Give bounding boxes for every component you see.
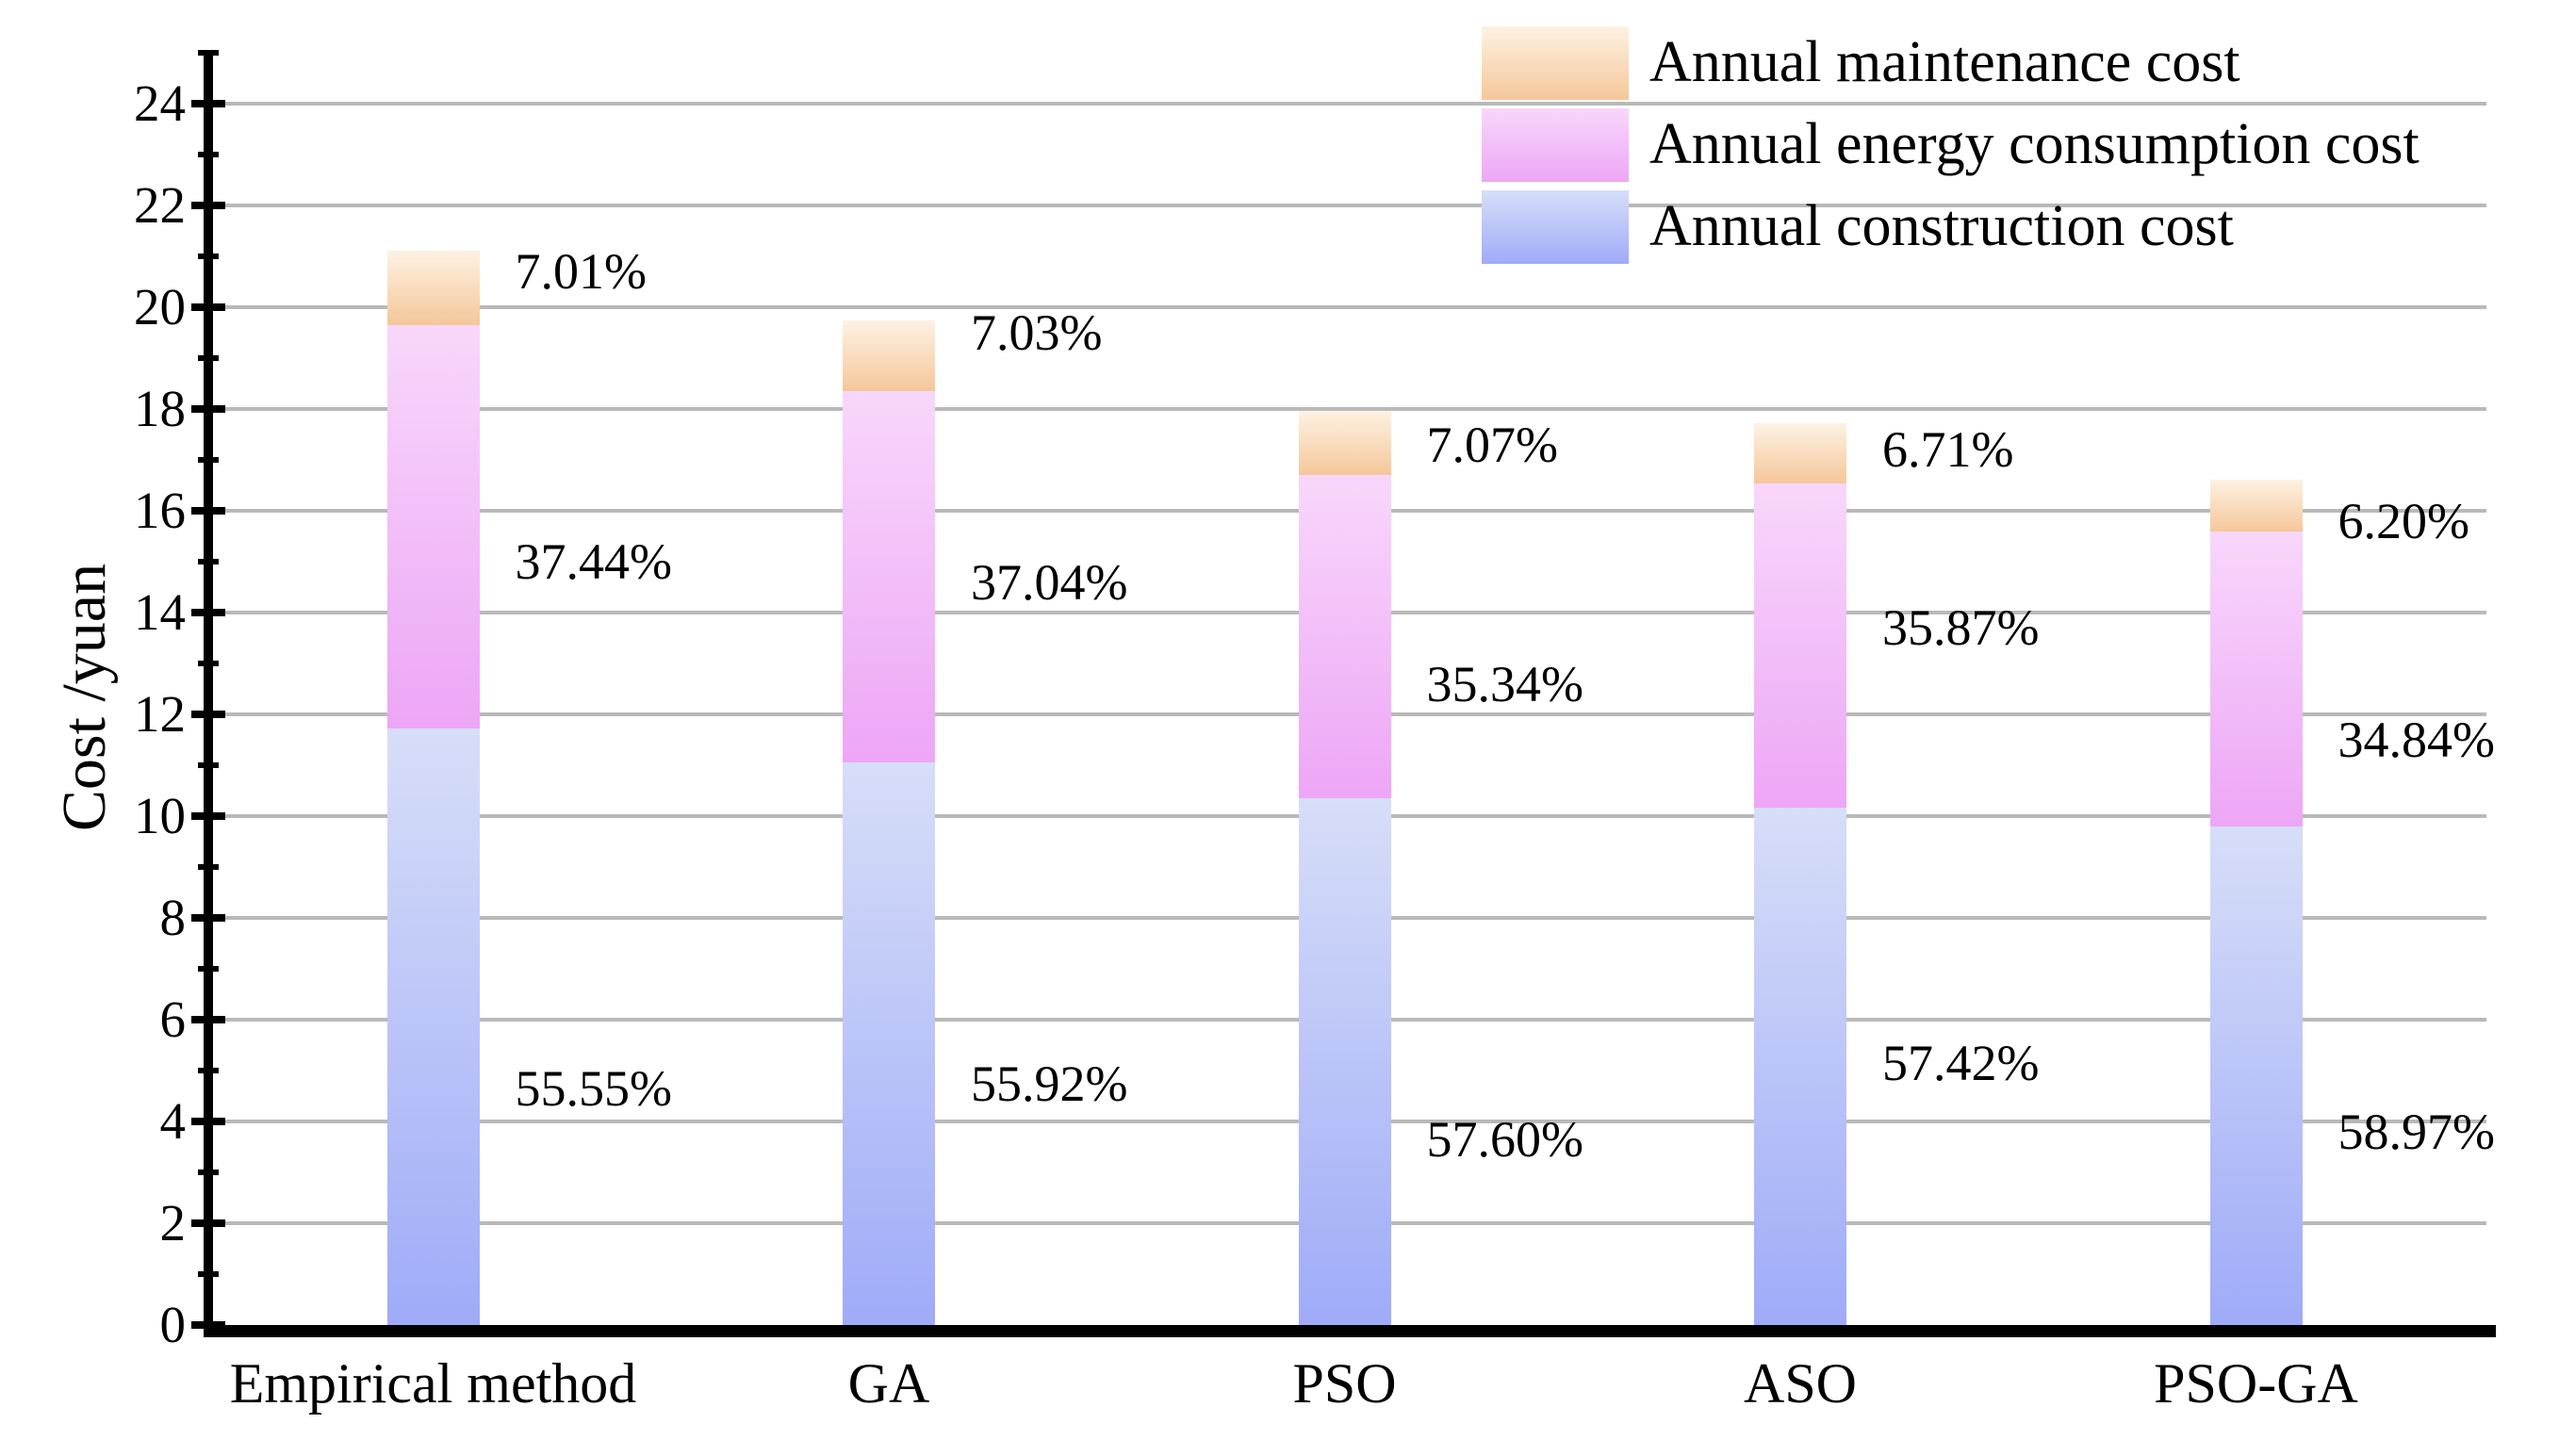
- y-major-tick-2: [191, 1219, 225, 1227]
- percent-label: 58.97%: [2338, 1103, 2495, 1160]
- percent-label: 6.71%: [1882, 421, 2014, 479]
- percent-label: 35.34%: [1426, 655, 1583, 712]
- y-tick-label: 24: [134, 74, 186, 132]
- legend-swatch-annual-maintenance-cost: [1482, 26, 1629, 100]
- x-category-label: GA: [847, 1352, 930, 1415]
- y-major-tick-20: [191, 303, 225, 311]
- y-minor-tick-23: [198, 152, 219, 157]
- x-category-label: Empirical method: [229, 1352, 637, 1415]
- y-tick-label: 18: [134, 380, 186, 437]
- y-tick-label: 10: [134, 787, 186, 844]
- legend-swatch-annual-energy-consumption-cost: [1482, 108, 1629, 182]
- y-minor-tick-21: [198, 254, 219, 259]
- bar-segment-empirical-method-s2: [386, 250, 480, 326]
- y-axis-title: Cost /yuan: [50, 563, 119, 832]
- percent-label: 57.42%: [1882, 1034, 2040, 1091]
- y-major-tick-12: [191, 711, 225, 718]
- gridline-y-24: [213, 102, 2486, 106]
- percent-label: 34.84%: [2338, 712, 2495, 768]
- y-tick-label: 12: [134, 685, 186, 743]
- y-tick-label: 20: [134, 278, 186, 335]
- y-major-tick-4: [191, 1118, 225, 1125]
- percent-label: 7.03%: [971, 304, 1103, 361]
- y-major-tick-8: [191, 914, 225, 922]
- bar-segment-pso-ga-s2: [2209, 479, 2303, 532]
- x-category-label: ASO: [1743, 1352, 1858, 1415]
- percent-label: 55.92%: [971, 1055, 1128, 1113]
- legend-label: Annual maintenance cost: [1649, 30, 2240, 94]
- percent-label: 35.87%: [1882, 599, 2040, 657]
- y-minor-tick-17: [198, 457, 219, 463]
- y-minor-tick-19: [198, 355, 219, 361]
- percent-label: 7.01%: [515, 243, 647, 301]
- bar-segment-ga-s0: [843, 762, 935, 1325]
- y-minor-tick-3: [198, 1170, 219, 1175]
- y-major-tick-24: [191, 100, 225, 107]
- y-minor-tick-15: [198, 559, 219, 564]
- gridline-y-18: [213, 407, 2486, 411]
- bar-segment-aso-s1: [1754, 483, 1846, 808]
- y-minor-tick-13: [198, 661, 219, 666]
- x-category-label: PSO: [1292, 1352, 1397, 1415]
- y-tick-label: 22: [134, 176, 186, 234]
- y-major-tick-0: [191, 1321, 225, 1329]
- legend-label: Annual energy consumption cost: [1649, 112, 2420, 176]
- bar-segment-empirical-method-s0: [386, 728, 480, 1325]
- y-major-tick-16: [191, 507, 225, 515]
- y-tick-label: 4: [159, 1092, 187, 1150]
- bar-segment-pso-s1: [1298, 475, 1391, 799]
- percent-label: 57.60%: [1426, 1110, 1583, 1168]
- bar-segment-empirical-method-s1: [386, 325, 480, 729]
- bar-segment-pso-ga-s1: [2209, 532, 2303, 826]
- y-major-tick-6: [191, 1016, 225, 1023]
- y-tick-label: 2: [159, 1194, 187, 1252]
- bar-segment-pso-s2: [1298, 410, 1391, 476]
- y-minor-tick-25: [198, 50, 219, 56]
- y-major-tick-14: [191, 609, 225, 616]
- y-tick-label: 8: [159, 889, 187, 946]
- y-tick-label: 0: [159, 1296, 187, 1353]
- y-minor-tick-11: [198, 762, 219, 768]
- legend-swatch-annual-construction-cost: [1482, 190, 1629, 264]
- y-minor-tick-5: [198, 1068, 219, 1073]
- x-category-label: PSO-GA: [2154, 1352, 2358, 1415]
- bar-segment-pso-s0: [1298, 798, 1391, 1325]
- y-minor-tick-9: [198, 864, 219, 870]
- percent-label: 37.04%: [971, 553, 1128, 611]
- percent-label: 6.20%: [2338, 492, 2469, 549]
- bar-segment-pso-ga-s0: [2209, 826, 2303, 1325]
- y-major-tick-22: [191, 202, 225, 209]
- legend-label: Annual construction cost: [1649, 194, 2234, 258]
- percent-label: 37.44%: [515, 533, 672, 590]
- bar-segment-aso-s2: [1754, 423, 1846, 484]
- bar-segment-ga-s2: [843, 319, 935, 391]
- x-axis-spine: [204, 1325, 2496, 1337]
- bar-segment-aso-s0: [1754, 807, 1846, 1325]
- percent-label: 7.07%: [1426, 416, 1558, 473]
- y-tick-label: 14: [134, 583, 186, 641]
- y-minor-tick-7: [198, 966, 219, 972]
- y-tick-label: 6: [159, 990, 187, 1048]
- percent-label: 55.55%: [515, 1059, 672, 1117]
- y-major-tick-10: [191, 812, 225, 820]
- gridline-y-22: [213, 204, 2486, 207]
- y-axis-spine: [204, 50, 213, 1337]
- bar-segment-ga-s1: [843, 390, 935, 763]
- y-minor-tick-1: [198, 1271, 219, 1277]
- y-major-tick-18: [191, 405, 225, 413]
- y-tick-label: 16: [134, 482, 186, 539]
- gridline-y-20: [213, 305, 2486, 309]
